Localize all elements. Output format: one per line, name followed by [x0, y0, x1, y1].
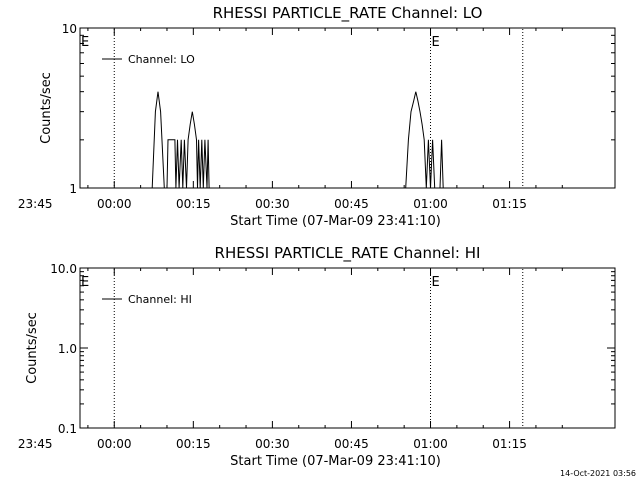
x-tick-label: 00:15	[176, 197, 211, 211]
y-tick-label: 1.0	[58, 342, 77, 356]
plot-panel-hi: RHESSI PARTICLE_RATE Channel: HI 23:45 00:…	[18, 244, 616, 469]
chart-title: RHESSI PARTICLE_RATE Channel: HI	[215, 244, 481, 263]
edge-marker-label: E	[81, 275, 89, 290]
x-tick-label: 00:45	[334, 197, 369, 211]
x-tick-label: 01:15	[492, 197, 527, 211]
y-tick-label: 10.0	[50, 262, 77, 276]
x-tick-label: 01:00	[413, 197, 448, 211]
y-tick-label: 1	[69, 182, 77, 196]
x-tick-label: 00:15	[176, 437, 211, 451]
x-axis-label: Start Time (07-Mar-09 23:41:10)	[230, 214, 441, 229]
y-axis-label: Counts/sec	[39, 72, 54, 144]
x-tick-label: 01:00	[413, 437, 448, 451]
marker-label: E	[432, 35, 440, 50]
x-tick-label: 00:45	[334, 437, 369, 451]
x-tick-label: 01:15	[492, 437, 527, 451]
generation-timestamp: 14-Oct-2021 03:56	[560, 469, 636, 478]
edge-marker-label: E	[81, 35, 89, 50]
x-tick-label: 00:00	[97, 437, 132, 451]
y-tick-label: 0.1	[58, 422, 77, 436]
x-tick-label: 00:00	[97, 197, 132, 211]
y-axis-label: Counts/sec	[25, 312, 40, 384]
x-tick-label: 23:45	[18, 437, 53, 451]
x-axis-label: Start Time (07-Mar-09 23:41:10)	[230, 454, 441, 469]
legend-label: Channel: LO	[128, 53, 195, 66]
x-tick-label: 00:30	[255, 437, 290, 451]
x-tick-label: 23:45	[18, 197, 53, 211]
legend-label: Channel: HI	[128, 293, 192, 306]
series-line	[151, 91, 446, 189]
y-tick-label: 10	[62, 22, 77, 36]
chart-title: RHESSI PARTICLE_RATE Channel: LO	[213, 4, 483, 23]
x-tick-label: 00:30	[255, 197, 290, 211]
marker-label: E	[432, 275, 440, 290]
plot-panel-lo: RHESSI PARTICLE_RATE Channel: LO 23:45 00:…	[18, 4, 616, 229]
